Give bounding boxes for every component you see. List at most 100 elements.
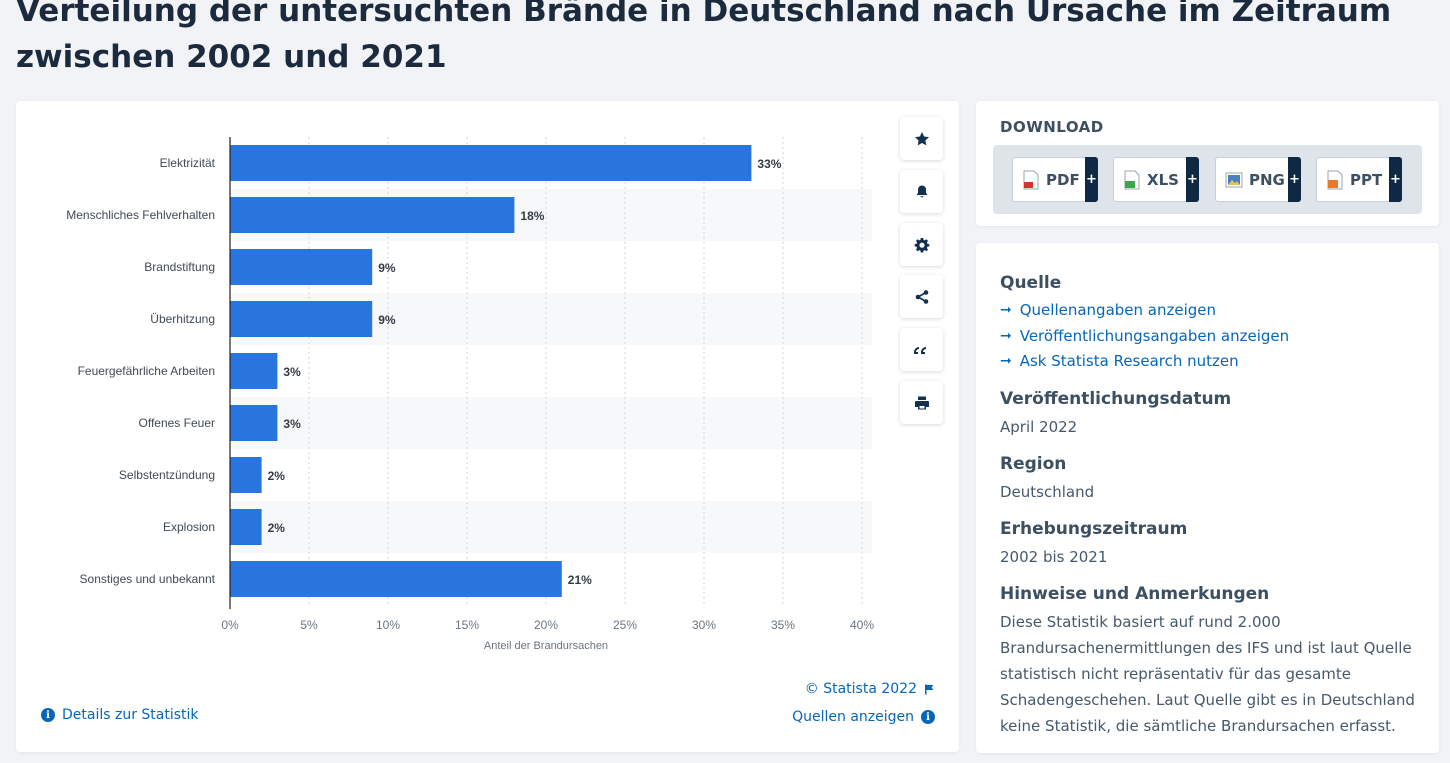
value-label: 2% [268,469,286,483]
info-icon: i [41,708,55,722]
row-band [230,397,872,449]
share-button[interactable] [900,275,943,318]
bar-chart: Elektrizität 33% Menschliches Fehlverhalte… [66,137,874,652]
download-png-button[interactable]: PNG + [1215,157,1301,202]
value-label: 21% [568,573,592,587]
bar [230,249,373,285]
quote-icon [913,346,926,354]
plus-icon[interactable]: + [1085,157,1098,202]
category-label: Offenes Feuer [139,416,216,430]
category-label: Brandstiftung [144,260,215,274]
notes-text: Diese Statistik basiert auf rund 2.000 B… [1000,612,1415,735]
bar [230,145,752,181]
details-link[interactable]: i Details zur Statistik [41,707,199,723]
bell-icon [916,185,927,197]
sources-link-label[interactable]: Quellen anzeigen [792,709,914,725]
bar [230,301,373,337]
period-heading: Erhebungszeitraum [1000,518,1188,539]
value-label: 9% [378,261,396,275]
arrow-right-icon: ➞ [1000,327,1012,344]
row-band [230,501,872,553]
source-section: Quelle ➞ Quellenangaben anzeigen ➞ Veröffe… [1000,273,1420,375]
download-png-label: PNG [1249,170,1285,189]
x-axis-label: Anteil der Brandursachen [484,640,608,652]
pdf-file-icon [1022,170,1040,190]
publication-date-heading: Veröffentlichungsdatum [1000,388,1232,409]
page-title: Verteilung der untersuchten Brände in De… [16,0,1392,75]
plus-icon[interactable]: + [1288,157,1301,202]
bar [230,405,278,441]
cite-button[interactable] [900,328,943,371]
value-label: 3% [283,365,301,379]
notification-button[interactable] [900,170,943,213]
download-xls-label: XLS [1147,170,1179,189]
value-label: 33% [757,157,781,171]
gear-icon [914,237,929,252]
category-label: Sonstiges und unbekannt [80,572,216,586]
settings-button[interactable] [900,223,943,266]
arrow-right-icon: ➞ [1000,302,1012,318]
category-label: Selbstentzündung [119,468,215,482]
plus-icon[interactable]: + [1389,157,1402,202]
info-card: Quelle ➞ Quellenangaben anzeigen ➞ Veröffe… [976,243,1439,753]
plus-icon[interactable]: + [1186,157,1199,202]
arrow-right-icon: ➞ [1000,353,1012,369]
download-pdf-button[interactable]: PDF + [1012,157,1098,202]
bar [230,509,262,545]
x-tick-label: 40% [850,618,874,632]
png-file-icon [1225,170,1243,190]
research-link-label[interactable]: Ask Statista Research nutzen [1019,352,1239,370]
print-icon [914,396,929,409]
x-tick-label: 15% [455,618,479,632]
source-link[interactable]: ➞ Quellenangaben anzeigen [1000,298,1420,324]
download-xls-button[interactable]: XLS + [1113,157,1199,202]
publication-link-label[interactable]: Veröffentlichungsangaben anzeigen [1019,326,1290,345]
copyright[interactable]: © Statista 2022 [805,681,935,697]
chart-card: Elektrizität 33% Menschliches Fehlverhalte… [16,101,959,752]
download-card: DOWNLOAD PDF + XLS + PNG + PPT + [976,101,1439,226]
ppt-file-icon [1326,170,1344,190]
x-tick-label: 20% [534,618,558,632]
copyright-text[interactable]: © Statista 2022 [804,681,917,697]
period-value: 2002 bis 2021 [1000,547,1108,566]
xls-file-icon [1123,170,1141,190]
source-link-label[interactable]: Quellenangaben anzeigen [1019,301,1217,319]
region-section: Region Deutschland [1000,454,1420,505]
value-label: 2% [268,521,286,535]
bar [230,561,562,597]
x-tick-label: 35% [771,618,795,632]
x-tick-label: 0% [221,618,239,632]
value-label: 9% [378,313,396,327]
notes-section: Hinweise und Anmerkungen Diese Statistik… [1000,584,1420,739]
x-tick-label: 30% [692,618,716,632]
download-bar: PDF + XLS + PNG + PPT + [993,145,1422,214]
category-label: Elektrizität [160,156,216,170]
value-label: 18% [520,209,544,223]
star-icon [914,131,929,145]
x-tick-label: 25% [613,618,637,632]
print-button[interactable] [900,381,943,424]
details-link-label[interactable]: Details zur Statistik [62,707,199,723]
publication-date-section: Veröffentlichungsdatum April 2022 [1000,389,1420,440]
category-label: Explosion [163,520,215,534]
share-icon [915,289,928,304]
category-label: Überhitzung [150,312,215,326]
notes-heading: Hinweise und Anmerkungen [1000,583,1270,604]
download-ppt-button[interactable]: PPT + [1316,157,1402,202]
research-link[interactable]: ➞ Ask Statista Research nutzen [1000,349,1420,375]
favorite-button[interactable] [900,117,943,160]
category-label: Menschliches Fehlverhalten [66,208,215,222]
region-value: Deutschland [1000,482,1095,501]
download-pdf-label: PDF [1046,170,1080,189]
publication-link[interactable]: ➞ Veröffentlichungsangaben anzeigen [1000,324,1420,350]
value-label: 3% [283,417,301,431]
bar [230,353,278,389]
x-tick-label: 5% [300,618,318,632]
bar [230,457,262,493]
download-heading: DOWNLOAD [1000,118,1104,136]
category-label: Feuergefährliche Arbeiten [78,364,215,378]
sources-link[interactable]: Quellen anzeigen i [792,709,935,725]
period-section: Erhebungszeitraum 2002 bis 2021 [1000,519,1420,570]
region-heading: Region [1000,453,1067,474]
source-heading: Quelle [1000,273,1062,293]
